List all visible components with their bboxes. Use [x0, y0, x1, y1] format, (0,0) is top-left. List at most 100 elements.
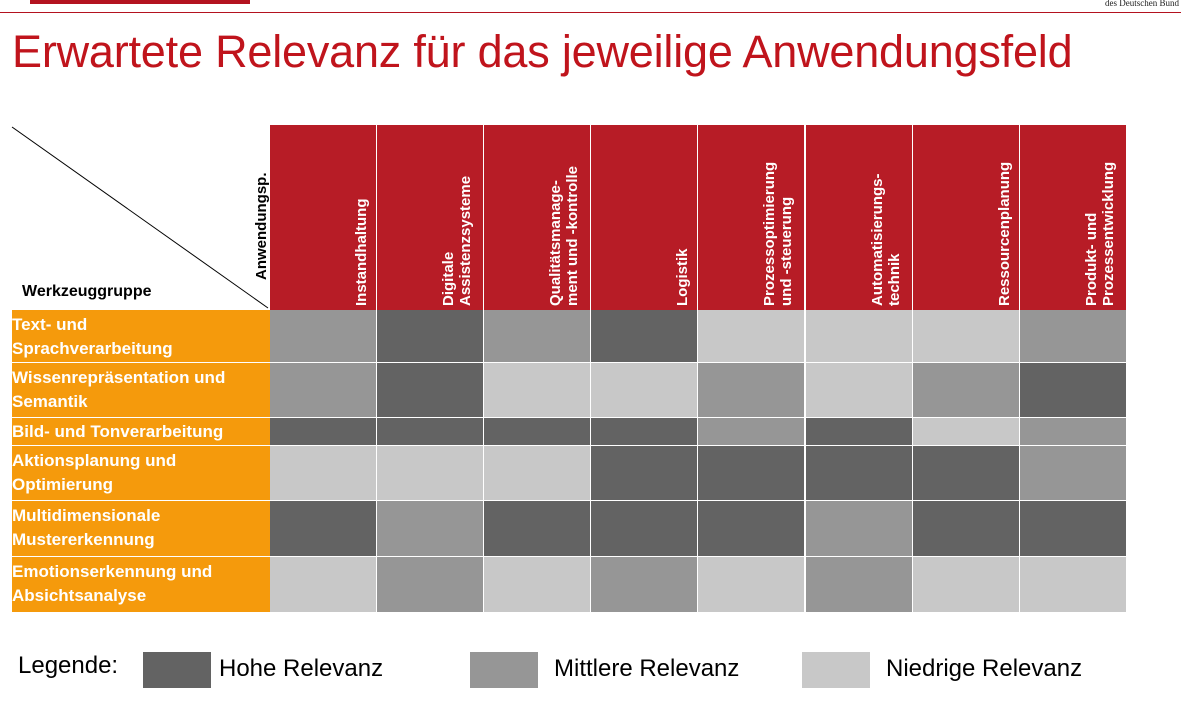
- column-label-digitale-assistenzsysteme: Digitale Assistenzsysteme: [440, 176, 474, 306]
- cell-wissensrepraesentation-logistik: [591, 363, 699, 418]
- legend-swatch-mittel: [470, 652, 538, 688]
- legend-label: Legende:: [18, 652, 119, 679]
- row-label-line: Text- und: [12, 315, 88, 334]
- column-header-ressourcenplanung: Ressourcenplanung: [912, 125, 1020, 310]
- cell-mustererkennung-ressourcenplanung: [912, 501, 1020, 557]
- cell-text-sprachverarbeitung-ressourcenplanung: [912, 310, 1020, 363]
- column-label-line: ment und -kontrolle: [564, 166, 582, 306]
- cell-bild-tonverarbeitung-prozessoptimierung: [698, 418, 806, 446]
- header-divider: [0, 12, 1181, 13]
- column-label-line: Prozessoptimierung: [761, 161, 779, 306]
- cell-mustererkennung-prozessoptimierung: [698, 501, 806, 557]
- cell-wissensrepraesentation-produktentwicklung: [1019, 363, 1127, 418]
- row-header-text-sprachverarbeitung: Text- und Sprachverarbeitung: [12, 310, 270, 363]
- legend-swatch-hoch: [143, 652, 211, 688]
- row-label-line: Emotionserkennung und: [12, 562, 213, 581]
- row-header-aktionsplanung: Aktionsplanung und Optimierung: [12, 446, 270, 501]
- column-header-produktentwicklung: Produkt- und Prozessentwicklung: [1019, 125, 1127, 310]
- row-header-bild-tonverarbeitung: Bild- und Tonverarbeitung: [12, 418, 270, 446]
- cell-emotionserkennung-qualitaetsmanagement: [484, 557, 592, 613]
- corner-diagonal: [11, 126, 269, 309]
- cell-wissensrepraesentation-instandhaltung: [270, 363, 378, 418]
- cell-text-sprachverarbeitung-produktentwicklung: [1019, 310, 1127, 363]
- cell-wissensrepraesentation-qualitaetsmanagement: [484, 363, 592, 418]
- column-label-automatisierungstechnik: Automatisierungs-technik: [869, 173, 903, 306]
- cell-mustererkennung-digitale-assistenzsysteme: [377, 501, 485, 557]
- cell-wissensrepraesentation-ressourcenplanung: [912, 363, 1020, 418]
- column-label-line: Logistik: [674, 248, 692, 306]
- column-label-line: technik: [885, 253, 903, 306]
- cell-bild-tonverarbeitung-ressourcenplanung: [912, 418, 1020, 446]
- row-label-line: Sprachverarbeitung: [12, 339, 173, 358]
- row-header-emotionserkennung: Emotionserkennung und Absichtsanalyse: [12, 557, 270, 613]
- column-label-line: Qualitätsmanage-: [547, 180, 565, 306]
- header-accent-bar: [30, 0, 250, 4]
- cell-mustererkennung-automatisierungstechnik: [805, 501, 913, 557]
- cell-mustererkennung-logistik: [591, 501, 699, 557]
- cell-mustererkennung-instandhaltung: [270, 501, 378, 557]
- legend-text-hoch: Hohe Relevanz: [219, 655, 384, 682]
- cell-aktionsplanung-instandhaltung: [270, 446, 378, 501]
- row-header-mustererkennung: Multidimensionale Mustererkennung: [12, 501, 270, 557]
- cell-emotionserkennung-instandhaltung: [270, 557, 378, 613]
- cell-mustererkennung-produktentwicklung: [1019, 501, 1127, 557]
- cell-bild-tonverarbeitung-produktentwicklung: [1019, 418, 1127, 446]
- cell-aktionsplanung-produktentwicklung: [1019, 446, 1127, 501]
- cell-text-sprachverarbeitung-prozessoptimierung: [698, 310, 806, 363]
- row-label-line: Optimierung: [12, 475, 114, 494]
- column-label-prozessoptimierung: Prozessoptimierung und -steuerung: [761, 162, 795, 306]
- column-header-automatisierungstechnik: Automatisierungs-technik: [805, 125, 913, 310]
- cell-aktionsplanung-qualitaetsmanagement: [484, 446, 592, 501]
- column-header-instandhaltung: Instandhaltung: [270, 125, 378, 310]
- cell-emotionserkennung-prozessoptimierung: [698, 557, 806, 613]
- cell-aktionsplanung-logistik: [591, 446, 699, 501]
- legend: Legende: Hohe Relevanz Mittlere Relevanz…: [18, 648, 1168, 692]
- row-label-line: Mustererkennung: [12, 530, 155, 549]
- cell-text-sprachverarbeitung-digitale-assistenzsysteme: [377, 310, 485, 363]
- row-label-line: Bild- und Tonverarbeitung: [12, 422, 224, 441]
- corner-top-text: Anwendungsp.: [253, 172, 270, 281]
- cell-wissensrepraesentation-automatisierungstechnik: [805, 363, 913, 418]
- cell-mustererkennung-qualitaetsmanagement: [484, 501, 592, 557]
- legend-text-niedrig: Niedrige Relevanz: [886, 655, 1083, 682]
- cell-aktionsplanung-automatisierungstechnik: [805, 446, 913, 501]
- cell-emotionserkennung-ressourcenplanung: [912, 557, 1020, 613]
- column-label-line: Automatisierungs-: [868, 173, 886, 306]
- cell-emotionserkennung-automatisierungstechnik: [805, 557, 913, 613]
- column-label-produktentwicklung: Produkt- und Prozessentwicklung: [1083, 162, 1117, 306]
- cell-wissensrepraesentation-prozessoptimierung: [698, 363, 806, 418]
- column-label-logistik: Logistik: [674, 248, 691, 306]
- column-label-line: und -steuerung: [778, 196, 796, 306]
- org-name: des Deutschen Bund: [1105, 0, 1179, 8]
- cell-wissensrepraesentation-digitale-assistenzsysteme: [377, 363, 485, 418]
- cell-aktionsplanung-prozessoptimierung: [698, 446, 806, 501]
- corner-left-label: Werkzeuggruppe: [22, 283, 152, 300]
- column-label-line: Assistenzsysteme: [457, 175, 475, 306]
- matrix-corner: [10, 125, 270, 310]
- cell-text-sprachverarbeitung-automatisierungstechnik: [805, 310, 913, 363]
- column-label-instandhaltung: Instandhaltung: [353, 199, 370, 307]
- row-label-line: Wissenrepräsentation und: [12, 368, 226, 387]
- column-label-qualitaetsmanagement: Qualitätsmanage-ment und -kontrolle: [547, 166, 581, 306]
- cell-aktionsplanung-digitale-assistenzsysteme: [377, 446, 485, 501]
- cell-bild-tonverarbeitung-digitale-assistenzsysteme: [377, 418, 485, 446]
- corner-top-label: Anwendungsp.: [238, 147, 270, 297]
- cell-aktionsplanung-ressourcenplanung: [912, 446, 1020, 501]
- column-label-line: Instandhaltung: [353, 198, 371, 307]
- column-label-line: Prozessentwicklung: [1099, 161, 1117, 306]
- cell-bild-tonverarbeitung-logistik: [591, 418, 699, 446]
- row-label-line: Semantik: [12, 392, 88, 411]
- cell-emotionserkennung-logistik: [591, 557, 699, 613]
- cell-bild-tonverarbeitung-instandhaltung: [270, 418, 378, 446]
- page-title: Erwartete Relevanz für das jeweilige Anw…: [12, 26, 1073, 77]
- column-header-logistik: Logistik: [591, 125, 699, 310]
- row-header-wissensrepraesentation: Wissenrepräsentation und Semantik: [12, 363, 270, 418]
- row-label-line: Aktionsplanung und: [12, 451, 177, 470]
- cell-bild-tonverarbeitung-automatisierungstechnik: [805, 418, 913, 446]
- column-label-line: Produkt- und: [1082, 212, 1100, 306]
- column-header-prozessoptimierung: Prozessoptimierung und -steuerung: [698, 125, 806, 310]
- cell-text-sprachverarbeitung-logistik: [591, 310, 699, 363]
- legend-text-mittel: Mittlere Relevanz: [554, 655, 740, 682]
- column-header-digitale-assistenzsysteme: Digitale Assistenzsysteme: [377, 125, 485, 310]
- row-label-line: Multidimensionale: [12, 506, 161, 525]
